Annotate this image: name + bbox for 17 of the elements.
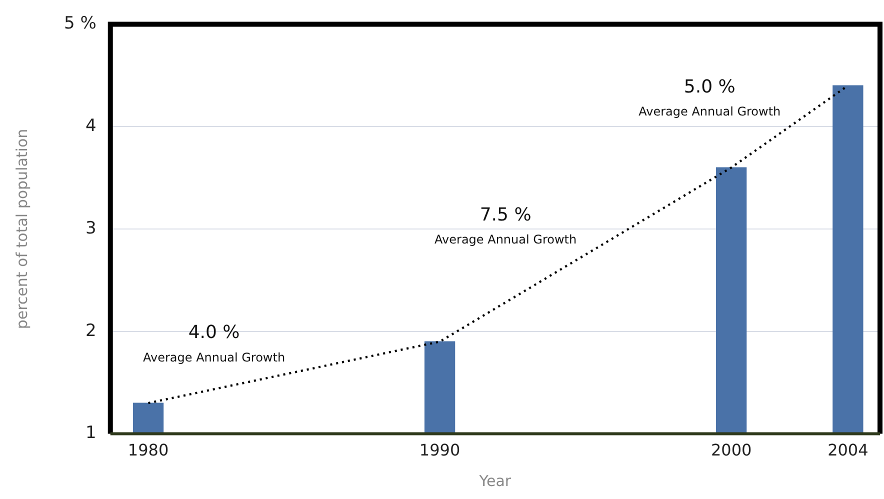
annotation: Average Annual Growth [143,350,286,364]
y-tick-label: 4 [86,116,96,136]
x-axis-title: Year [478,472,512,490]
x-tick-label: 1990 [419,440,460,460]
annotation: 7.5 % [480,204,532,226]
y-tick-label: 2 [86,320,96,341]
annotation: 4.0 % [188,322,240,344]
annotation: Average Annual Growth [434,232,577,247]
y-tick-label: 5 % [64,14,96,34]
y-tick-label: 3 [86,218,96,238]
annotation: Average Annual Growth [638,104,781,119]
annotation: 5.0 % [684,76,736,98]
x-tick-label: 2004 [828,440,868,460]
x-tick-label: 2000 [710,440,752,460]
y-axis-title: percent of total population [12,128,31,330]
y-tick-label: 1 [86,423,96,444]
x-tick-label: 1980 [128,440,169,460]
